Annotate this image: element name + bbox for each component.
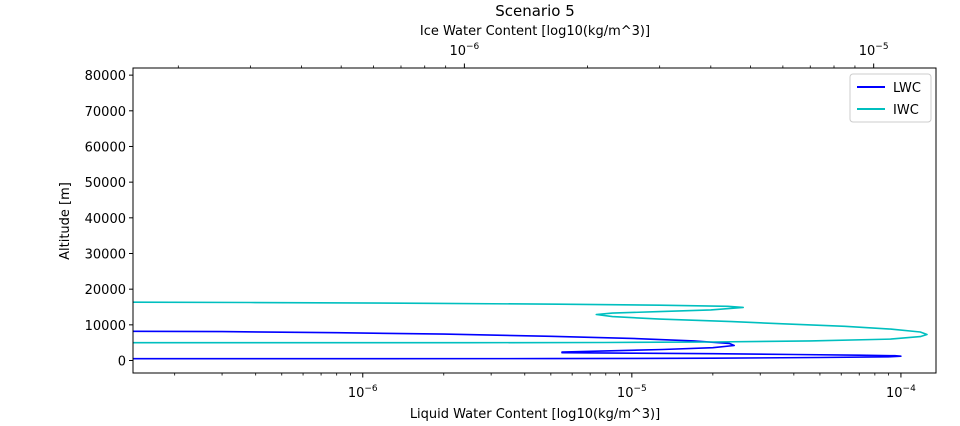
top-tick-label: 10−6 [449, 42, 479, 59]
top-tick-label: 10−5 [859, 42, 889, 59]
y-tick-label: 30000 [85, 247, 126, 262]
legend: LWC IWC [849, 73, 932, 123]
legend-label-iwc: IWC [893, 103, 919, 118]
plot-layer [133, 301, 928, 360]
series-line-lwc [133, 330, 902, 360]
bottom-axis-label: Liquid Water Content [log10(kg/m^3)] [410, 407, 660, 422]
bottom-tick-label: 10−6 [348, 384, 378, 401]
top-axis-label: Ice Water Content [log10(kg/m^3)] [420, 24, 650, 39]
bottom-tick-label: 10−4 [886, 384, 916, 401]
y-tick-label: 70000 [85, 105, 126, 120]
y-tick-label: 50000 [85, 176, 126, 191]
y-axis-label: Altitude [m] [58, 182, 73, 260]
plot-frame [132, 67, 937, 374]
y-tick-label: 20000 [85, 283, 126, 298]
y-tick-label: 80000 [85, 69, 126, 84]
axes-layer: 0 10000 20000 30000 40000 50000 60000 70000 8000… [85, 42, 937, 401]
bottom-tick-label: 10−5 [617, 384, 647, 401]
y-tick-label: 10000 [85, 319, 126, 334]
legend-label-lwc: LWC [893, 81, 921, 96]
series-line-iwc [133, 301, 928, 344]
y-tick-label: 60000 [85, 140, 126, 155]
y-tick-label: 40000 [85, 212, 126, 227]
y-tick-label: 0 [118, 355, 126, 370]
chart-title: Scenario 5 [495, 2, 575, 20]
